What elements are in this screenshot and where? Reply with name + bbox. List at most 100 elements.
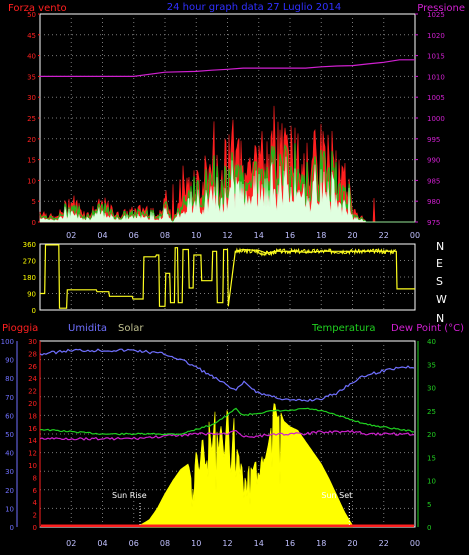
rain-tick-label: 28 <box>28 350 37 358</box>
rain-tick-label: 14 <box>28 437 37 445</box>
direction-tick-label: 0 <box>32 307 36 315</box>
solar-area <box>139 403 353 528</box>
wind-tick-label: 5 <box>32 198 36 206</box>
time-tick-label-top: 08 <box>160 231 170 240</box>
pressure-tick-label: 1010 <box>427 73 445 81</box>
humidity-tick-label: 50 <box>5 431 14 439</box>
direction-tick-label: 270 <box>23 258 36 266</box>
pressure-tick-label: 1000 <box>427 115 445 123</box>
direction-cardinal-label: N <box>436 240 444 253</box>
pressure-tick-label: 995 <box>427 136 440 144</box>
time-tick-label-top: 00 <box>410 231 420 240</box>
humidity-tick-label: 0 <box>10 524 14 532</box>
legend-temperatura: Temperatura <box>311 323 376 334</box>
humidity-tick-label: 10 <box>5 505 14 513</box>
time-tick-label-top: 18 <box>316 231 326 240</box>
sunrise-label: Sun Rise <box>112 491 147 500</box>
direction-jitter-line <box>235 247 396 257</box>
direction-tick-label: 360 <box>23 241 36 249</box>
time-tick-label-bottom: 06 <box>129 539 139 548</box>
pressure-tick-label: 975 <box>427 219 440 227</box>
wind-tick-label: 20 <box>27 136 36 144</box>
humidity-tick-label: 70 <box>5 394 14 402</box>
wind-average-area <box>39 156 415 223</box>
pressure-tick-label: 1020 <box>427 32 445 40</box>
time-tick-label-bottom: 02 <box>66 539 76 548</box>
temperature-tick-label: 5 <box>427 501 431 509</box>
rain-tick-label: 6 <box>33 487 38 495</box>
time-tick-label-top: 16 <box>285 231 295 240</box>
wind-tick-label: 30 <box>27 94 36 102</box>
wind-tick-label: 10 <box>27 177 36 185</box>
time-tick-label-top: 10 <box>191 231 201 240</box>
rain-tick-label: 30 <box>28 338 37 346</box>
wind-axis-title: Forza vento <box>8 3 67 14</box>
direction-cardinal-label: E <box>436 257 443 270</box>
pressure-line <box>40 59 415 78</box>
humidity-tick-label: 80 <box>5 375 14 383</box>
rain-tick-label: 10 <box>28 462 37 470</box>
rain-tick-label: 8 <box>33 474 37 482</box>
time-tick-label-bottom: 22 <box>379 539 389 548</box>
time-tick-label-top: 04 <box>97 231 107 240</box>
pressure-tick-label: 1025 <box>427 11 445 19</box>
rain-tick-label: 16 <box>28 425 37 433</box>
direction-line <box>40 244 415 309</box>
wind-tick-label: 40 <box>27 53 36 61</box>
rain-tick-label: 2 <box>33 512 37 520</box>
temperature-tick-label: 15 <box>427 454 436 462</box>
legend-dew-point: Dew Point (°C) <box>391 323 464 334</box>
humidity-tick-label: 40 <box>5 450 14 458</box>
wind-tick-label: 45 <box>27 32 36 40</box>
temperature-tick-label: 0 <box>427 524 431 532</box>
sunset-label: Sun Set <box>321 491 352 500</box>
time-tick-label-bottom: 08 <box>160 539 170 548</box>
humidity-tick-label: 20 <box>5 487 14 495</box>
time-tick-label-top: 22 <box>379 231 389 240</box>
humidity-tick-label: 30 <box>5 468 14 476</box>
time-tick-label-top: 20 <box>347 231 357 240</box>
time-tick-label-top: 14 <box>254 231 264 240</box>
humidity-tick-label: 60 <box>5 412 14 420</box>
rain-tick-label: 24 <box>28 375 37 383</box>
time-tick-label-bottom: 14 <box>254 539 264 548</box>
pressure-tick-label: 1015 <box>427 53 445 61</box>
humidity-tick-label: 100 <box>1 338 14 346</box>
graph-title: 24 hour graph data 27 Luglio 2014 <box>167 2 341 13</box>
pressure-tick-label: 980 <box>427 198 440 206</box>
time-tick-label-top: 12 <box>222 231 232 240</box>
wind-tick-label: 25 <box>27 115 36 123</box>
direction-cardinal-label: W <box>436 293 447 306</box>
humidity-line <box>39 348 415 402</box>
dew-point-line <box>39 429 415 441</box>
direction-tick-label: 180 <box>23 274 36 282</box>
pressure-axis-title: Pressione <box>417 3 465 14</box>
wind-speed-line <box>39 143 415 223</box>
temperature-tick-label: 30 <box>427 385 436 393</box>
wind-tick-label: 50 <box>27 11 36 19</box>
time-tick-label-bottom: 16 <box>285 539 295 548</box>
direction-cardinal-label: N <box>436 312 444 325</box>
rain-tick-label: 4 <box>33 499 38 507</box>
legend-umidita: Umidita <box>68 323 107 334</box>
temperature-tick-label: 10 <box>427 478 436 486</box>
time-tick-label-bottom: 10 <box>191 539 201 548</box>
time-tick-label-bottom: 20 <box>347 539 357 548</box>
temperature-line <box>39 407 415 436</box>
temperature-tick-label: 20 <box>427 431 436 439</box>
time-tick-label-top: 06 <box>129 231 139 240</box>
rain-tick-label: 22 <box>28 388 37 396</box>
temperature-tick-label: 35 <box>427 361 436 369</box>
humidity-tick-label: 90 <box>5 357 14 365</box>
pressure-tick-label: 1005 <box>427 94 445 102</box>
time-tick-label-bottom: 12 <box>222 539 232 548</box>
rain-bar <box>41 524 414 527</box>
wind-tick-label: 35 <box>27 73 36 81</box>
time-tick-label-bottom: 18 <box>316 539 326 548</box>
rain-tick-label: 0 <box>33 524 37 532</box>
legend-pioggia: Pioggia <box>2 323 38 334</box>
pressure-tick-label: 990 <box>427 157 440 165</box>
rain-tick-label: 26 <box>28 363 37 371</box>
temperature-tick-label: 25 <box>427 408 436 416</box>
